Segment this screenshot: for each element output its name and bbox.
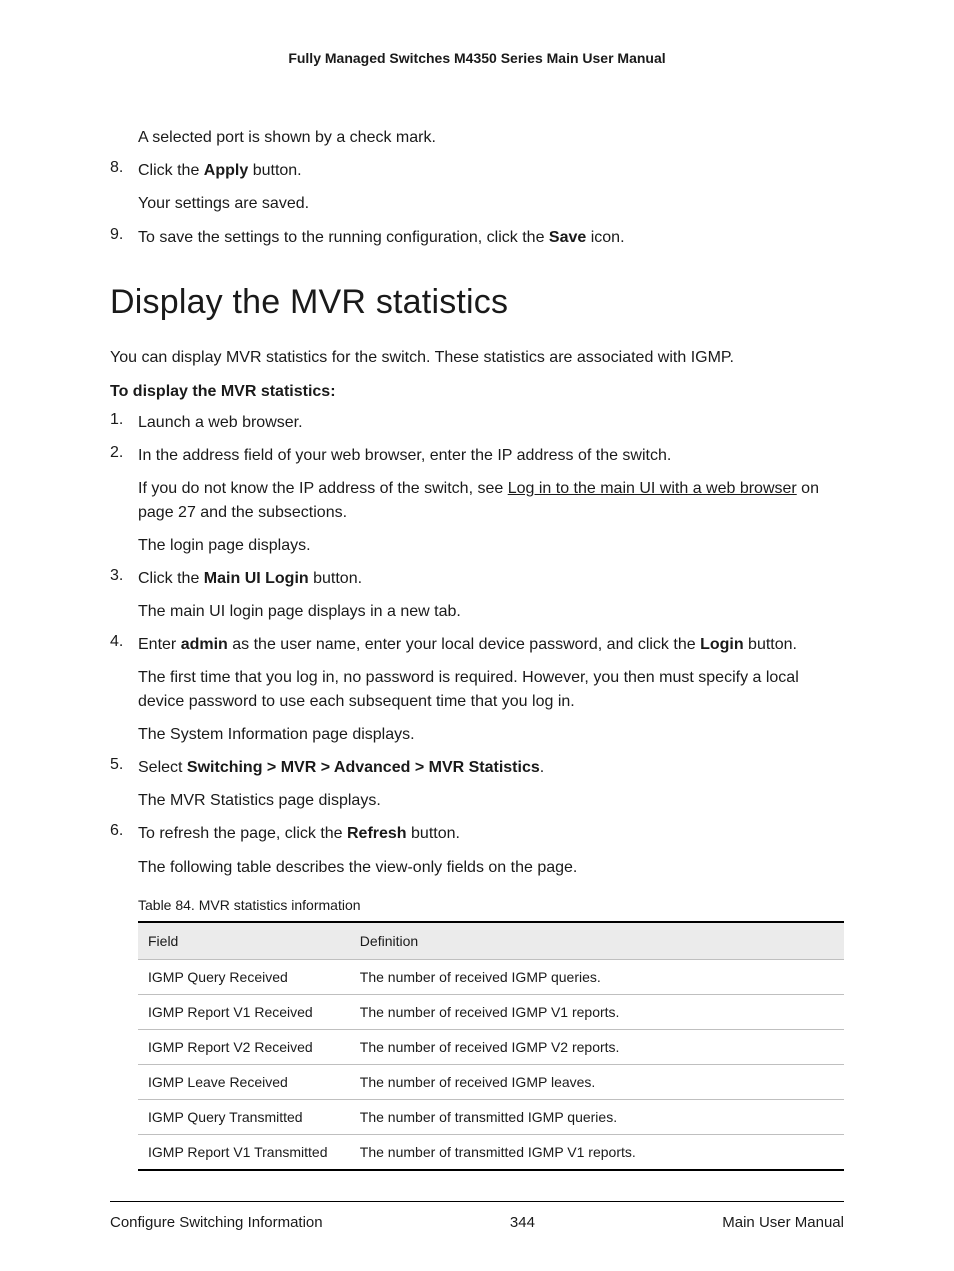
step-number: 2. — [110, 444, 123, 462]
list-item: 8. Click the Apply button. Your settings… — [110, 159, 844, 215]
text-run: as the user name, enter your local devic… — [228, 636, 700, 653]
page-content: A selected port is shown by a check mark… — [110, 126, 844, 1177]
table-row: IGMP Report V2 Received The number of re… — [138, 1029, 844, 1064]
step-text: Click the Apply button. — [138, 159, 844, 182]
text-run: Enter — [138, 636, 181, 653]
step-number: 4. — [110, 633, 123, 651]
document-header: Fully Managed Switches M4350 Series Main… — [110, 50, 844, 66]
step-text: If you do not know the IP address of the… — [138, 477, 844, 523]
table-cell-field: IGMP Report V1 Transmitted — [138, 1134, 350, 1170]
table-header-definition: Definition — [350, 922, 844, 960]
text-run: button. — [407, 825, 460, 842]
bold-text: Login — [700, 636, 744, 653]
bold-text: Save — [549, 229, 586, 246]
table-row: IGMP Report V1 Transmitted The number of… — [138, 1134, 844, 1170]
table-cell-def: The number of transmitted IGMP V1 report… — [350, 1134, 844, 1170]
table-cell-field: IGMP Query Transmitted — [138, 1099, 350, 1134]
text-run: To refresh the page, click the — [138, 825, 347, 842]
text-run: To save the settings to the running conf… — [138, 229, 549, 246]
step-text: The login page displays. — [138, 534, 844, 557]
step-text: Click the Main UI Login button. — [138, 567, 844, 590]
step-text: To refresh the page, click the Refresh b… — [138, 822, 844, 845]
table-cell-def: The number of received IGMP leaves. — [350, 1064, 844, 1099]
text-run: . — [540, 759, 544, 776]
bold-text: Apply — [204, 162, 248, 179]
list-item: 3. Click the Main UI Login button. The m… — [110, 567, 844, 623]
list-item: 9. To save the settings to the running c… — [110, 226, 844, 249]
text-run: button. — [248, 162, 301, 179]
step-text: The following table describes the view-o… — [138, 856, 844, 879]
table-cell-field: IGMP Query Received — [138, 959, 350, 994]
table-cell-field: IGMP Report V1 Received — [138, 994, 350, 1029]
step-list-main: 1. Launch a web browser. 2. In the addre… — [110, 411, 844, 1171]
step-text: The MVR Statistics page displays. — [138, 789, 844, 812]
text-run: button. — [309, 570, 362, 587]
table-header-field: Field — [138, 922, 350, 960]
step-text: A selected port is shown by a check mark… — [138, 126, 844, 149]
bold-text: admin — [181, 636, 228, 653]
table-cell-field: IGMP Leave Received — [138, 1064, 350, 1099]
step-text: In the address field of your web browser… — [138, 444, 844, 467]
list-item: 4. Enter admin as the user name, enter y… — [110, 633, 844, 746]
step-number: 1. — [110, 411, 123, 429]
step-number: 9. — [110, 226, 123, 244]
procedure-heading: To display the MVR statistics: — [110, 383, 844, 401]
step-text: The first time that you log in, no passw… — [138, 666, 844, 712]
page-footer: Configure Switching Information 344 Main… — [110, 1201, 844, 1231]
mvr-stats-table: Field Definition IGMP Query Received The… — [138, 921, 844, 1171]
step-text: Enter admin as the user name, enter your… — [138, 633, 844, 656]
bold-text: Main UI Login — [204, 570, 309, 587]
list-item: A selected port is shown by a check mark… — [110, 126, 844, 149]
table-row: IGMP Query Received The number of receiv… — [138, 959, 844, 994]
text-run: Select — [138, 759, 187, 776]
step-number: 8. — [110, 159, 123, 177]
cross-ref-link[interactable]: Log in to the main UI with a web browser — [508, 480, 797, 497]
step-number: 6. — [110, 822, 123, 840]
text-run: If you do not know the IP address of the… — [138, 480, 508, 497]
text-run: button. — [744, 636, 797, 653]
step-list-top: A selected port is shown by a check mark… — [110, 126, 844, 249]
table-row: IGMP Query Transmitted The number of tra… — [138, 1099, 844, 1134]
table-cell-def: The number of received IGMP queries. — [350, 959, 844, 994]
step-number: 3. — [110, 567, 123, 585]
bold-text: Switching > MVR > Advanced > MVR Statist… — [187, 759, 540, 776]
table-cell-def: The number of received IGMP V1 reports. — [350, 994, 844, 1029]
step-text: The System Information page displays. — [138, 723, 844, 746]
list-item: 5. Select Switching > MVR > Advanced > M… — [110, 756, 844, 812]
list-item: 6. To refresh the page, click the Refres… — [110, 822, 844, 1170]
table-caption: Table 84. MVR statistics information — [138, 897, 844, 913]
section-title: Display the MVR statistics — [110, 283, 844, 322]
table-header-row: Field Definition — [138, 922, 844, 960]
step-text: The main UI login page displays in a new… — [138, 600, 844, 623]
text-run: Click the — [138, 570, 204, 587]
step-text: Launch a web browser. — [138, 411, 844, 434]
step-text: Select Switching > MVR > Advanced > MVR … — [138, 756, 844, 779]
table-cell-def: The number of transmitted IGMP queries. — [350, 1099, 844, 1134]
step-text: To save the settings to the running conf… — [138, 226, 844, 249]
table-row: IGMP Report V1 Received The number of re… — [138, 994, 844, 1029]
step-number: 5. — [110, 756, 123, 774]
footer-left: Configure Switching Information — [110, 1214, 323, 1231]
intro-paragraph: You can display MVR statistics for the s… — [110, 346, 844, 369]
footer-right: Main User Manual — [722, 1214, 844, 1231]
table-cell-field: IGMP Report V2 Received — [138, 1029, 350, 1064]
text-run: icon. — [586, 229, 624, 246]
table-cell-def: The number of received IGMP V2 reports. — [350, 1029, 844, 1064]
text-run: Click the — [138, 162, 204, 179]
footer-page-number: 344 — [510, 1214, 535, 1231]
step-text: Your settings are saved. — [138, 192, 844, 215]
table-row: IGMP Leave Received The number of receiv… — [138, 1064, 844, 1099]
bold-text: Refresh — [347, 825, 407, 842]
list-item: 2. In the address field of your web brow… — [110, 444, 844, 557]
document-page: Fully Managed Switches M4350 Series Main… — [0, 0, 954, 1271]
list-item: 1. Launch a web browser. — [110, 411, 844, 434]
